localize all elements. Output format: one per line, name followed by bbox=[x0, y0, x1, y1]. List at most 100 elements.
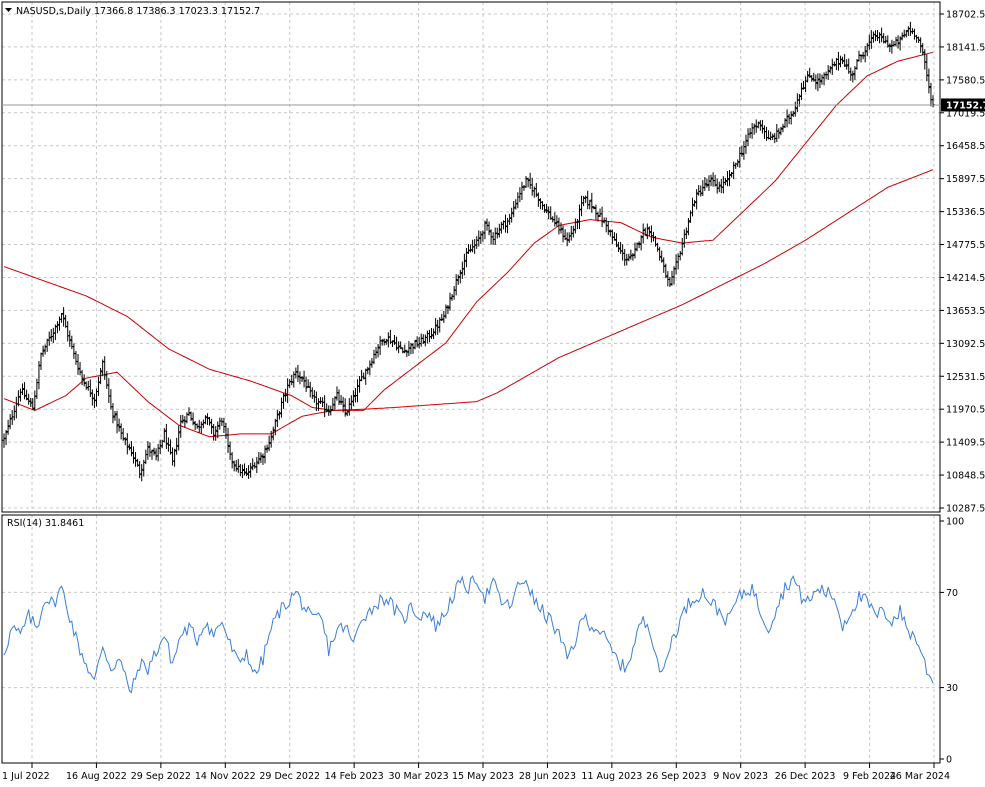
price-bar bbox=[88, 379, 92, 397]
price-tick-label: 12531.5 bbox=[946, 372, 985, 383]
rsi-path bbox=[3, 575, 934, 694]
price-bar bbox=[191, 412, 195, 426]
price-bar bbox=[316, 398, 321, 411]
price-bar bbox=[571, 225, 575, 238]
price-bar bbox=[454, 274, 458, 296]
price-bar bbox=[643, 227, 647, 236]
price-bar bbox=[873, 30, 878, 42]
price-bar bbox=[401, 347, 405, 354]
price-bar bbox=[464, 248, 469, 268]
price-bar bbox=[123, 437, 127, 446]
price-bar bbox=[209, 418, 214, 434]
price-bar bbox=[840, 56, 845, 64]
price-bar bbox=[29, 397, 33, 407]
price-bar bbox=[349, 395, 353, 410]
price-bar bbox=[906, 26, 910, 36]
price-bar bbox=[265, 444, 269, 453]
price-bar bbox=[216, 421, 220, 439]
price-bar bbox=[880, 27, 884, 43]
price-bar bbox=[172, 448, 177, 467]
price-bar bbox=[179, 414, 183, 438]
rsi-tick-label: 100 bbox=[946, 517, 964, 528]
price-bar bbox=[882, 33, 886, 44]
price-bar bbox=[723, 177, 728, 186]
price-bar bbox=[117, 418, 121, 432]
price-bar bbox=[27, 393, 31, 405]
price-bar bbox=[47, 331, 51, 346]
price-tick-label: 10287.5 bbox=[946, 504, 985, 515]
price-bar bbox=[826, 65, 830, 81]
price-bar bbox=[536, 192, 540, 207]
price-bar bbox=[242, 463, 247, 476]
price-bar bbox=[263, 445, 267, 464]
price-bar bbox=[442, 310, 446, 323]
collapse-triangle-icon[interactable] bbox=[5, 8, 12, 12]
price-tick-label: 17019.5 bbox=[946, 108, 985, 119]
price-bar bbox=[758, 120, 762, 131]
price-tick-label: 16458.5 bbox=[946, 141, 985, 152]
price-bar bbox=[785, 109, 789, 128]
price-bar bbox=[277, 411, 282, 420]
price-bar bbox=[25, 389, 29, 401]
rsi-line bbox=[3, 575, 934, 694]
price-bar bbox=[240, 464, 245, 479]
price-bar bbox=[896, 35, 900, 49]
price-bar bbox=[246, 465, 251, 479]
price-bar bbox=[921, 43, 925, 56]
price-tick-label: 18141.5 bbox=[946, 42, 985, 53]
price-bar bbox=[575, 218, 580, 230]
price-tick-label: 13092.5 bbox=[946, 339, 985, 350]
price-bar bbox=[555, 215, 559, 227]
price-bar bbox=[886, 35, 890, 48]
price-bar bbox=[20, 383, 25, 395]
price-bar bbox=[199, 421, 203, 434]
price-bar bbox=[448, 292, 452, 311]
price-bar bbox=[818, 73, 822, 89]
price-bar bbox=[545, 203, 549, 214]
price-bar bbox=[351, 390, 356, 407]
price-bar bbox=[22, 382, 27, 400]
price-bar bbox=[374, 346, 378, 359]
price-bar bbox=[53, 324, 57, 341]
price-bar bbox=[413, 339, 417, 350]
price-bar bbox=[368, 360, 372, 376]
price-bar bbox=[177, 425, 181, 451]
price-bar bbox=[405, 349, 409, 358]
price-bar bbox=[664, 263, 668, 279]
price-tick-label: 14214.5 bbox=[946, 273, 985, 284]
price-bar bbox=[549, 206, 553, 220]
price-bar bbox=[323, 395, 327, 418]
price-bar bbox=[672, 266, 676, 285]
price-bar bbox=[397, 341, 401, 354]
price-bar bbox=[869, 30, 873, 49]
price-bar bbox=[483, 220, 487, 240]
time-tick-label: 26 Sep 2023 bbox=[646, 771, 706, 782]
price-bar bbox=[158, 439, 162, 454]
price-bar bbox=[898, 36, 902, 51]
time-tick-label: 29 Sep 2022 bbox=[131, 771, 191, 782]
price-bar bbox=[440, 313, 444, 322]
price-bar bbox=[355, 379, 360, 403]
price-bar bbox=[877, 32, 882, 44]
price-bar bbox=[189, 411, 193, 421]
symbol-header[interactable]: NASUSD,s,Daily 17366.8 17386.3 17023.3 1… bbox=[5, 6, 260, 17]
price-bar bbox=[690, 197, 695, 217]
price-bar bbox=[789, 111, 793, 125]
price-bar bbox=[808, 67, 812, 78]
price-bar bbox=[111, 403, 115, 424]
time-tick-label: 9 Nov 2023 bbox=[713, 771, 768, 782]
price-bar bbox=[752, 123, 756, 135]
price-bar bbox=[411, 343, 415, 354]
price-bar bbox=[366, 366, 370, 375]
price-bar bbox=[699, 185, 703, 197]
time-tick-label: 28 Jun 2023 bbox=[519, 771, 576, 782]
price-bar bbox=[814, 74, 818, 90]
price-bar bbox=[727, 169, 732, 187]
price-bar bbox=[736, 159, 740, 167]
rsi-axis: 100 70 30 0 bbox=[940, 517, 964, 766]
price-bar bbox=[203, 415, 208, 425]
price-bar bbox=[300, 376, 304, 383]
price-bar bbox=[760, 119, 765, 134]
